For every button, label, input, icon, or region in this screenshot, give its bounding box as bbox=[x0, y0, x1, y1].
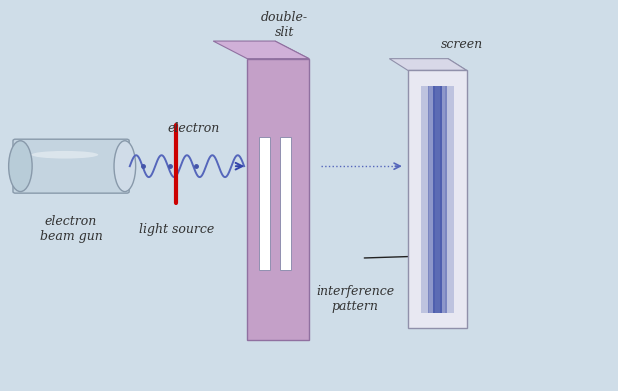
Bar bbox=[428, 86, 435, 313]
Bar bbox=[446, 86, 454, 313]
Polygon shape bbox=[275, 41, 309, 340]
Polygon shape bbox=[389, 59, 467, 70]
Ellipse shape bbox=[9, 141, 32, 192]
Bar bbox=[259, 138, 270, 270]
Bar bbox=[421, 86, 429, 313]
Ellipse shape bbox=[32, 151, 98, 159]
Text: screen: screen bbox=[441, 38, 483, 51]
Text: light source: light source bbox=[138, 223, 214, 236]
Text: electron
beam gun: electron beam gun bbox=[40, 215, 103, 243]
Ellipse shape bbox=[114, 141, 135, 192]
Text: double-
slit: double- slit bbox=[261, 11, 308, 39]
Polygon shape bbox=[448, 59, 467, 328]
Bar bbox=[433, 86, 442, 313]
Bar bbox=[439, 86, 447, 313]
Polygon shape bbox=[213, 41, 309, 59]
Text: electron: electron bbox=[167, 122, 219, 135]
Polygon shape bbox=[247, 59, 309, 340]
Polygon shape bbox=[408, 70, 467, 328]
Bar bbox=[280, 138, 291, 270]
Text: interference
pattern: interference pattern bbox=[316, 285, 394, 314]
FancyBboxPatch shape bbox=[13, 139, 129, 193]
